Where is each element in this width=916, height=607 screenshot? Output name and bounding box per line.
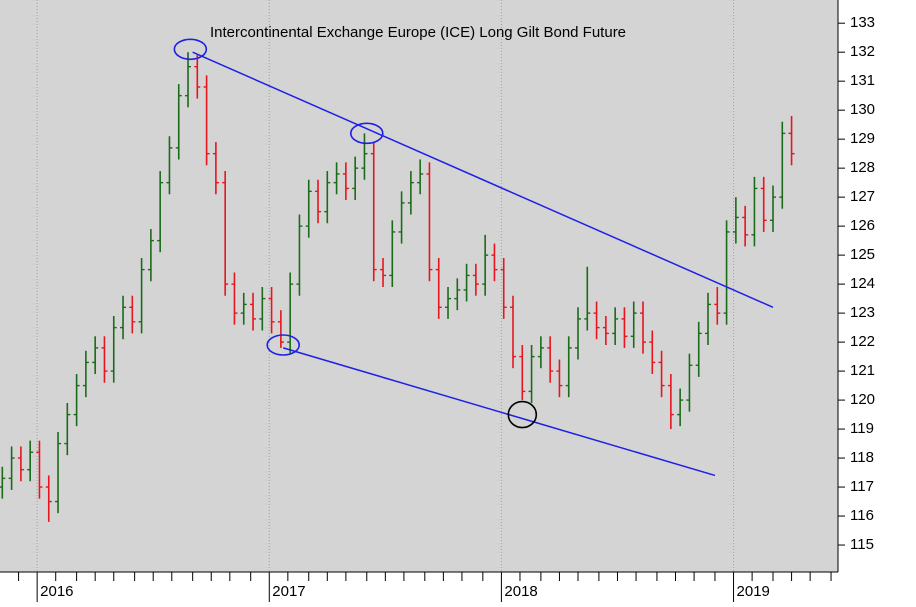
y-tick-label: 128 <box>850 159 875 176</box>
y-tick-label: 115 <box>850 536 874 553</box>
y-tick-label: 130 <box>850 101 875 118</box>
y-tick-label: 119 <box>850 420 874 437</box>
y-tick-label: 116 <box>850 507 874 524</box>
y-tick-label: 125 <box>850 246 875 263</box>
y-tick-label: 133 <box>850 14 875 31</box>
x-tick-label: 2018 <box>504 583 537 600</box>
x-tick-label: 2016 <box>40 583 73 600</box>
y-tick-label: 120 <box>850 391 875 408</box>
marker-ellipse <box>349 122 384 145</box>
y-tick-label: 118 <box>850 449 874 466</box>
plot-background <box>0 0 838 572</box>
chart-title: Intercontinental Exchange Europe (ICE) L… <box>210 24 626 41</box>
y-tick-label: 127 <box>850 188 875 205</box>
y-tick-label: 117 <box>850 478 874 495</box>
trend-line <box>192 51 774 308</box>
y-tick-label: 122 <box>850 333 875 350</box>
marker-ellipse <box>507 400 538 429</box>
y-tick-label: 123 <box>850 304 875 321</box>
y-tick-label: 132 <box>850 43 875 60</box>
x-tick-label: 2019 <box>737 583 770 600</box>
y-tick-label: 129 <box>850 130 875 147</box>
x-tick-label: 2017 <box>272 583 305 600</box>
y-tick-label: 131 <box>850 72 875 89</box>
y-tick-label: 124 <box>850 275 875 292</box>
marker-ellipse <box>173 38 208 61</box>
marker-ellipse <box>266 334 301 356</box>
y-tick-label: 121 <box>850 362 875 379</box>
trend-line <box>282 347 716 477</box>
y-tick-label: 126 <box>850 217 875 234</box>
